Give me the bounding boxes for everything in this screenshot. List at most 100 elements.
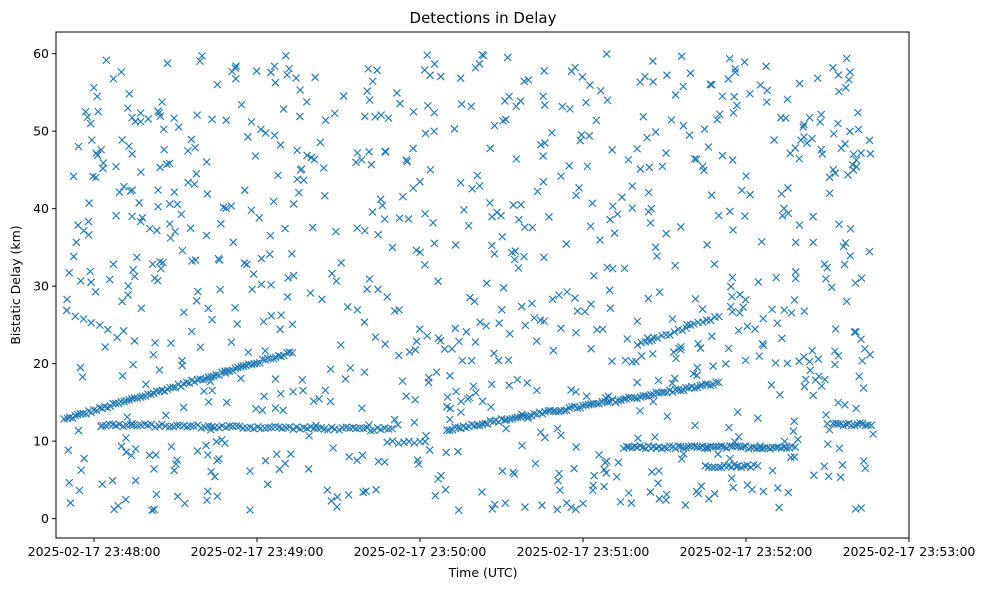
y-tick-label: 60: [33, 46, 49, 61]
data-point: [532, 386, 541, 395]
data-point: [806, 366, 815, 375]
data-point: [759, 487, 768, 496]
data-point: [866, 350, 874, 359]
data-point: [457, 408, 465, 417]
data-point: [469, 382, 478, 391]
data-point: [739, 303, 748, 312]
data-point: [651, 128, 660, 136]
data-point: [288, 348, 297, 357]
data-point: [775, 503, 783, 512]
data-point: [648, 57, 657, 65]
data-point: [820, 260, 829, 269]
data-point: [814, 372, 823, 381]
data-point: [756, 81, 765, 89]
data-point: [728, 156, 737, 164]
data-point: [448, 344, 456, 353]
data-point: [677, 386, 685, 395]
data-point: [271, 375, 280, 383]
data-point: [213, 80, 222, 89]
data-point: [258, 406, 267, 415]
data-point: [179, 403, 188, 412]
data-point: [137, 304, 146, 313]
data-point: [84, 217, 93, 226]
data-point: [834, 71, 843, 79]
data-point: [835, 87, 843, 96]
data-point: [780, 306, 789, 315]
data-point: [821, 274, 830, 283]
data-point: [440, 345, 449, 353]
data-point: [730, 92, 739, 101]
data-point: [156, 112, 165, 121]
data-point: [814, 355, 823, 363]
data-point: [795, 154, 804, 163]
data-point: [221, 369, 230, 377]
data-point: [101, 343, 110, 351]
data-point: [614, 396, 622, 405]
data-point: [495, 319, 504, 328]
data-point: [227, 202, 236, 210]
data-point: [173, 200, 182, 209]
data-point: [541, 433, 549, 442]
data-point: [170, 466, 179, 475]
data-point: [623, 335, 632, 343]
data-point: [846, 251, 855, 260]
data-point: [153, 276, 162, 285]
data-point: [696, 381, 705, 390]
data-point: [191, 143, 199, 152]
data-point: [834, 420, 842, 428]
data-point: [135, 198, 144, 207]
data-point: [670, 328, 679, 336]
data-point: [123, 413, 132, 421]
data-point: [131, 444, 140, 453]
data-point: [692, 487, 701, 496]
data-point: [71, 312, 80, 321]
data-point: [653, 334, 662, 342]
data-point: [346, 364, 355, 372]
data-point: [800, 133, 808, 141]
data-point: [371, 333, 380, 342]
data-point: [488, 212, 496, 221]
data-point: [671, 91, 680, 99]
data-point: [132, 253, 141, 262]
data-point: [523, 379, 532, 387]
data-point: [606, 215, 615, 224]
data-point: [445, 415, 454, 424]
data-point: [865, 247, 874, 256]
data-point: [215, 256, 224, 264]
data-point: [703, 240, 712, 249]
data-point: [193, 287, 202, 296]
data-point: [646, 218, 655, 227]
data-point: [733, 101, 741, 110]
data-point: [443, 402, 451, 411]
data-point: [294, 188, 303, 197]
data-point: [403, 157, 412, 166]
data-point: [423, 101, 432, 110]
data-point: [252, 67, 261, 75]
data-point: [368, 77, 377, 86]
data-point: [600, 465, 609, 474]
data-point: [145, 224, 154, 233]
data-point: [115, 420, 124, 429]
data-point: [663, 71, 671, 80]
data-point: [706, 316, 715, 325]
data-point: [98, 480, 107, 489]
data-point: [510, 470, 519, 479]
data-point: [345, 452, 354, 461]
data-point: [838, 461, 847, 469]
data-point: [576, 136, 585, 145]
data-point: [165, 159, 174, 168]
data-point: [190, 180, 199, 189]
data-point: [490, 121, 499, 130]
data-point: [658, 162, 667, 171]
data-point: [528, 223, 537, 232]
data-point: [360, 226, 369, 235]
data-point: [847, 421, 856, 430]
data-point: [801, 375, 810, 384]
data-point: [312, 421, 320, 430]
data-point: [277, 352, 286, 361]
data-point: [410, 439, 419, 447]
data-point: [396, 99, 404, 108]
data-point: [780, 437, 789, 446]
data-point: [805, 357, 814, 366]
data-point: [545, 213, 553, 221]
